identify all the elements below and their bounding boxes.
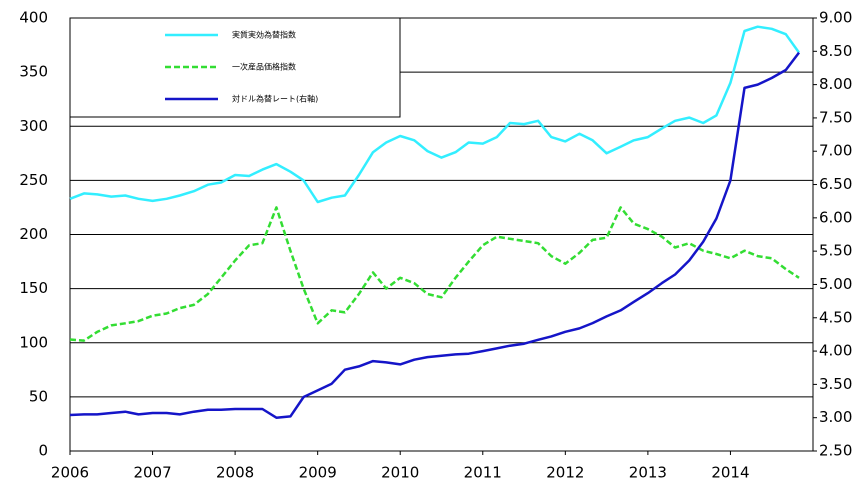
- y-tick-label: 400: [19, 9, 48, 27]
- y2-tick-label: 7.50: [819, 108, 852, 126]
- y-tick-label: 50: [29, 387, 48, 405]
- x-tick-label: 2014: [711, 464, 749, 482]
- y2-tick-label: 3.50: [819, 375, 852, 393]
- y2-tick-label: 6.00: [819, 208, 852, 226]
- series-line: [69, 206, 800, 342]
- x-tick-label: 2007: [133, 464, 171, 482]
- legend-label: 一次産品価格指数: [232, 62, 296, 72]
- x-tick-label: 2008: [216, 464, 254, 482]
- y2-tick-label: 8.00: [819, 75, 852, 93]
- y-tick-label: 350: [19, 63, 48, 81]
- x-tick-label: 2011: [464, 464, 502, 482]
- y2-tick-label: 5.00: [819, 275, 852, 293]
- x-tick-label: 2010: [381, 464, 419, 482]
- series-line: [69, 25, 801, 204]
- y-tick-label: 200: [19, 225, 48, 243]
- y2-tick-label: 2.50: [819, 442, 852, 460]
- x-tick-label: 2009: [299, 464, 337, 482]
- x-tick-label: 2006: [51, 464, 89, 482]
- y2-tick-label: 4.50: [819, 308, 852, 326]
- y2-tick-label: 3.00: [819, 408, 852, 426]
- y2-tick-label: 5.50: [819, 242, 852, 260]
- y-tick-label: 0: [38, 442, 48, 460]
- x-tick-label: 2013: [629, 464, 667, 482]
- legend-box: [69, 17, 401, 118]
- y2-tick-label: 7.00: [819, 142, 852, 160]
- y2-tick-label: 6.50: [819, 175, 852, 193]
- y2-tick-label: 4.00: [819, 342, 852, 360]
- y2-tick-label: 9.00: [819, 9, 852, 27]
- y-tick-label: 100: [19, 333, 48, 351]
- y2-tick-label: 8.50: [819, 42, 852, 60]
- y-tick-label: 250: [19, 171, 48, 189]
- plot-frame: [69, 17, 814, 452]
- y-tick-label: 150: [19, 279, 48, 297]
- x-tick-label: 2012: [546, 464, 584, 482]
- legend-label: 対ドル為替レート(右軸): [232, 94, 318, 104]
- series-line: [69, 51, 800, 419]
- y-tick-label: 300: [19, 117, 48, 135]
- legend-label: 実質実効為替指数: [232, 30, 296, 40]
